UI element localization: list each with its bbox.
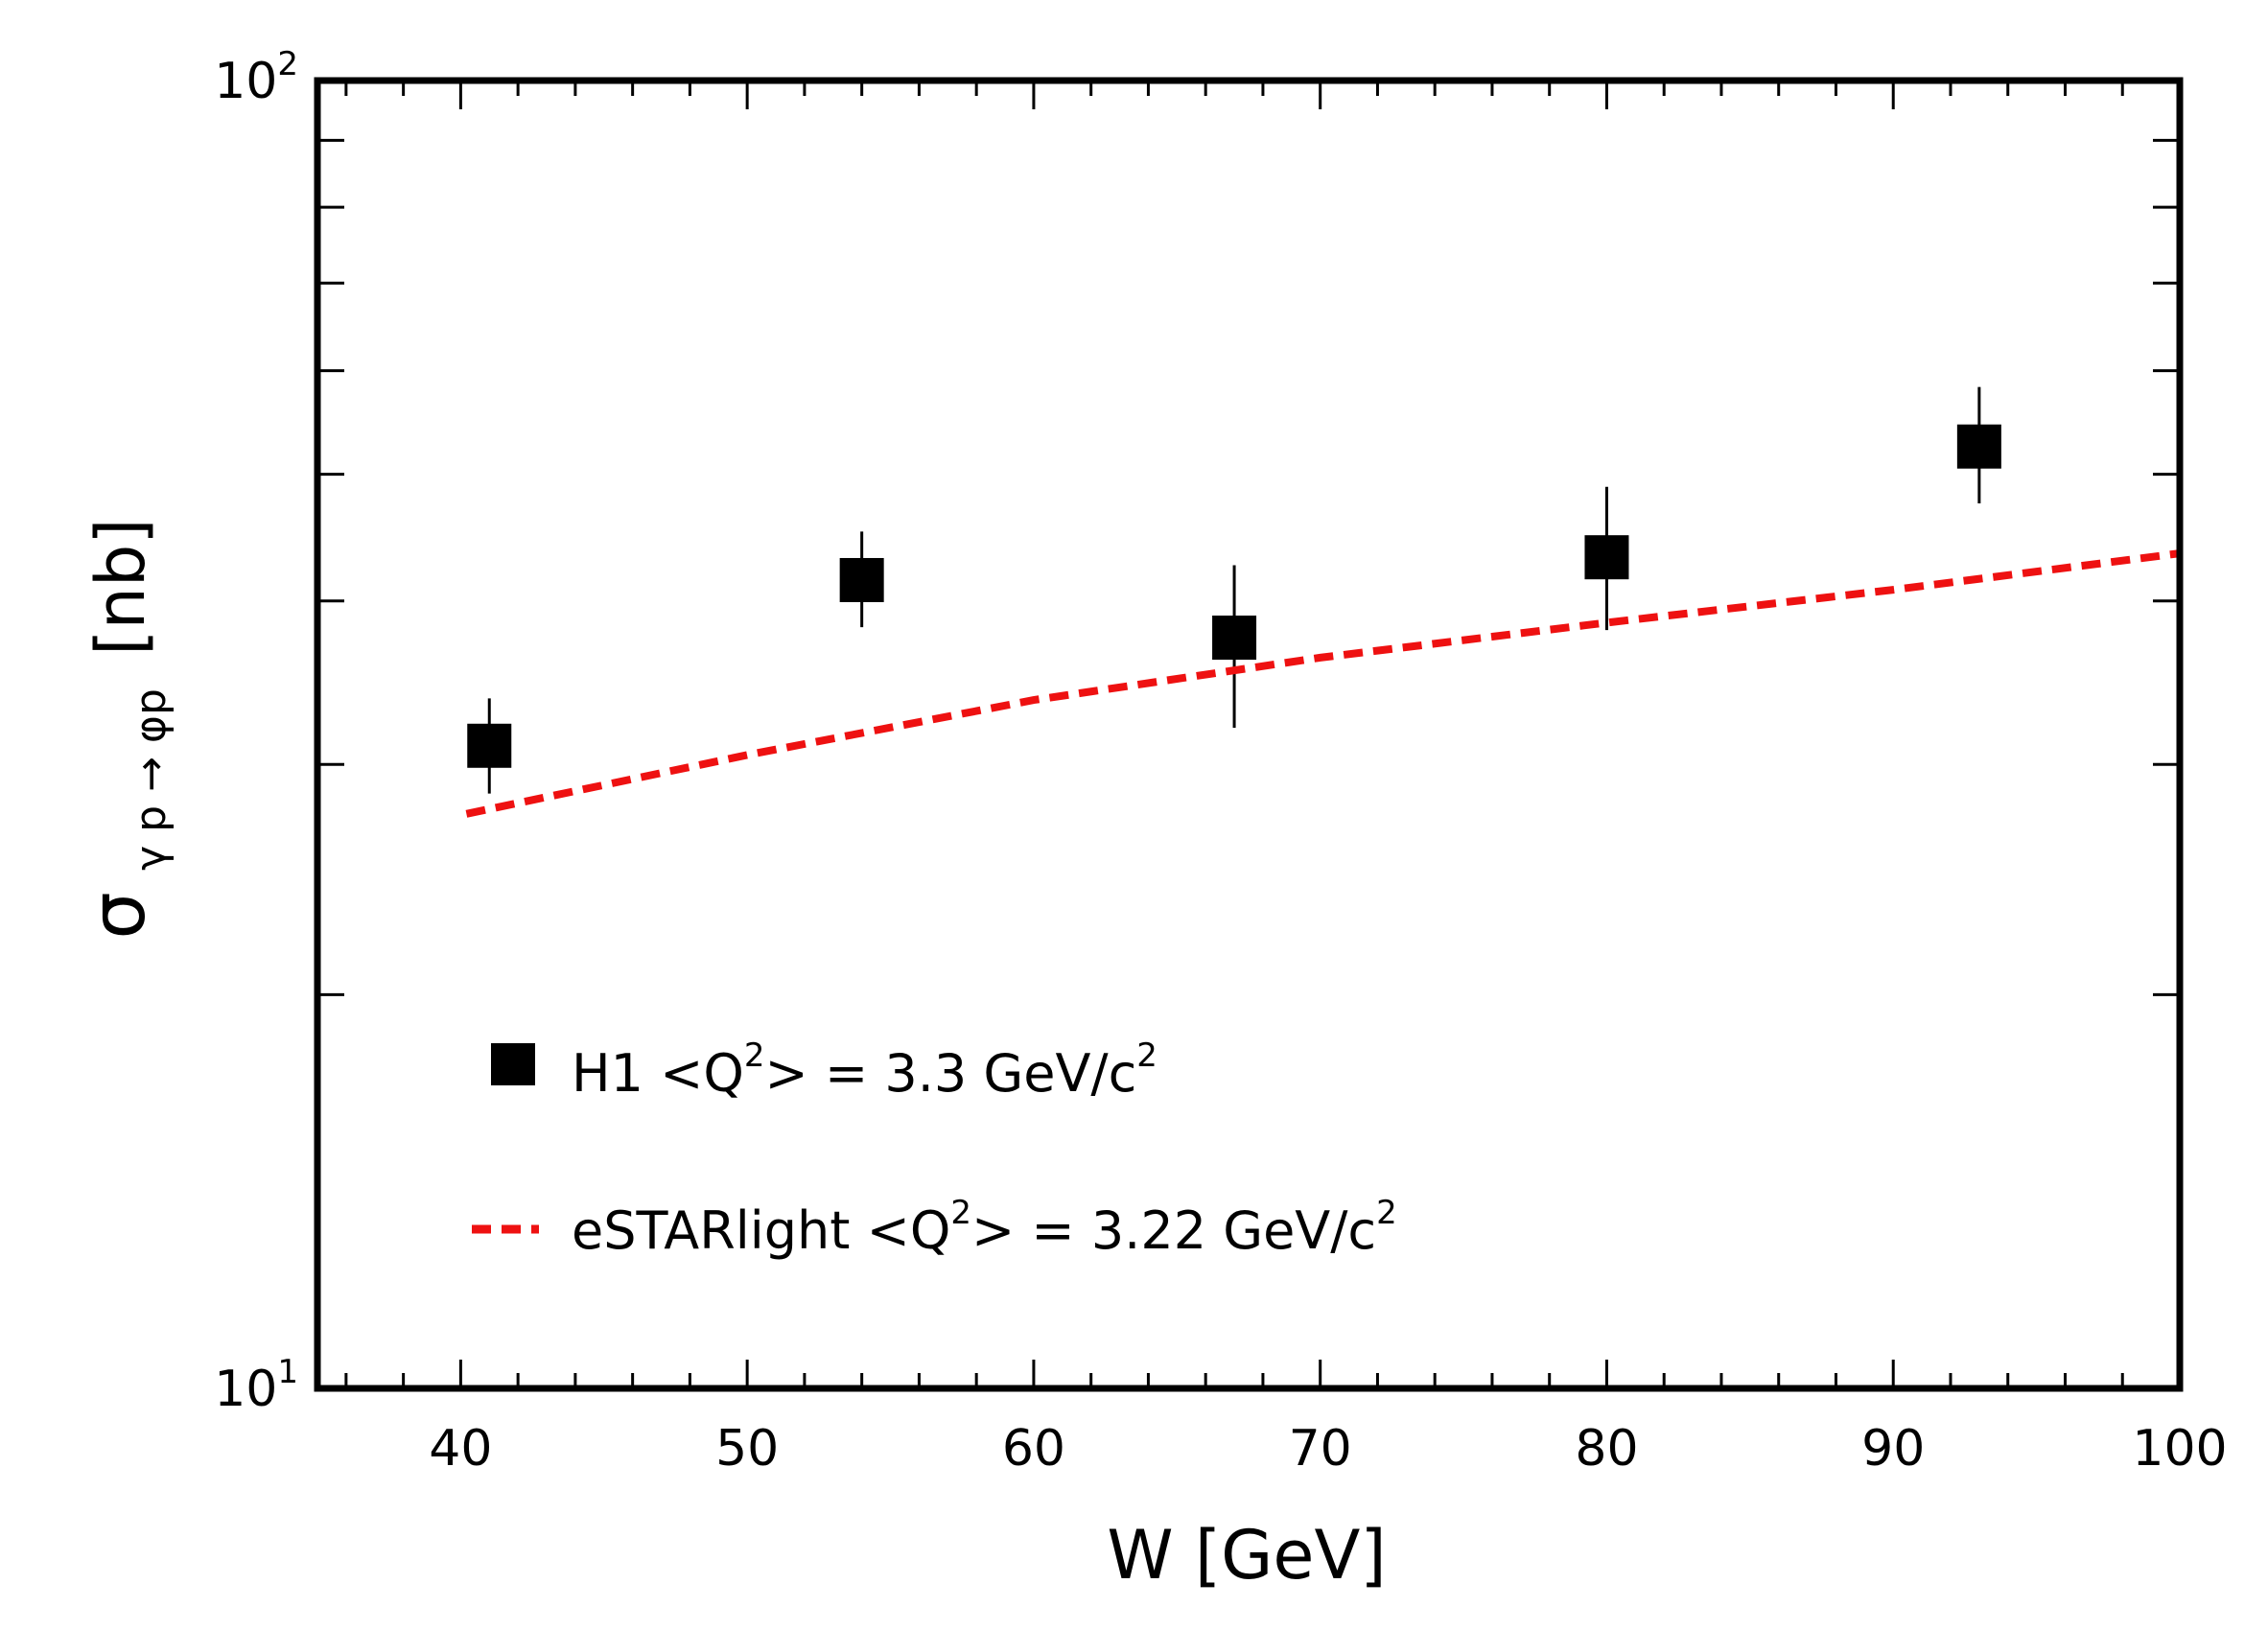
x-tick-label: 80: [1575, 1420, 1638, 1478]
legend-estarlight-mid: > = 3.22 GeV/c: [971, 1200, 1376, 1261]
data-point-h1: [839, 557, 884, 602]
y-tick-exponent: 2: [277, 45, 298, 83]
series-layer: [465, 386, 2181, 818]
y-axis-subscript: γ p → φp: [127, 688, 175, 871]
legend: H1 <Q2> = 3.3 GeV/c2 eSTARlight <Q2> = 3…: [472, 1036, 1397, 1261]
y-axis-title: σ γ p → φp [nb]: [76, 518, 181, 939]
legend-h1-mid: > = 3.3 GeV/c: [765, 1043, 1137, 1104]
legend-estarlight-sup1: 2: [950, 1194, 971, 1232]
data-point-h1: [1956, 424, 2001, 469]
y-axis-unit: [nb]: [82, 518, 160, 655]
legend-h1-sup1: 2: [744, 1036, 765, 1075]
y-tick-exponent: 1: [277, 1353, 298, 1391]
axis-ticks: [317, 81, 2182, 1388]
data-point-h1: [1584, 535, 1629, 580]
x-tick-label: 60: [1002, 1420, 1065, 1478]
legend-item-h1: H1 <Q2> = 3.3 GeV/c2: [491, 1036, 1157, 1104]
y-axis-symbol: σ: [76, 892, 162, 939]
y-tick-base: 10: [214, 1361, 277, 1418]
y-tick-base: 10: [214, 53, 277, 110]
svg-text:H1 <Q2> = 3.3 GeV/c2: H1 <Q2> = 3.3 GeV/c2: [572, 1036, 1157, 1104]
data-point-h1: [1212, 616, 1257, 661]
x-tick-labels: 40 50 60 70 80 90 100: [429, 1420, 2227, 1478]
x-tick-label: 100: [2132, 1420, 2227, 1478]
x-tick-label: 40: [429, 1420, 492, 1478]
data-point-h1: [467, 723, 512, 768]
svg-text:eSTARlight <Q2> = 3.22 GeV/c2: eSTARlight <Q2> = 3.22 GeV/c2: [572, 1194, 1397, 1261]
x-tick-label: 50: [715, 1420, 779, 1478]
legend-marker-square: [491, 1043, 535, 1085]
legend-h1-main: H1 <Q: [572, 1043, 744, 1104]
plot-frame: [314, 77, 2184, 1392]
y-tick-label: 101: [214, 1353, 298, 1418]
svg-text:σ γ p → φp [nb]: σ γ p → φp [nb]: [76, 518, 181, 939]
x-tick-label: 70: [1289, 1420, 1352, 1478]
y-tick-label: 102: [214, 45, 298, 110]
legend-estarlight-sup2: 2: [1376, 1194, 1397, 1232]
legend-h1-sup2: 2: [1136, 1036, 1157, 1075]
series-line-estarlight: [465, 549, 2181, 818]
legend-estarlight-main: eSTARlight <Q: [572, 1200, 950, 1261]
x-tick-label: 90: [1861, 1420, 1925, 1478]
x-axis-title: W [GeV]: [1107, 1516, 1386, 1595]
legend-item-estarlight: eSTARlight <Q2> = 3.22 GeV/c2: [472, 1194, 1397, 1261]
